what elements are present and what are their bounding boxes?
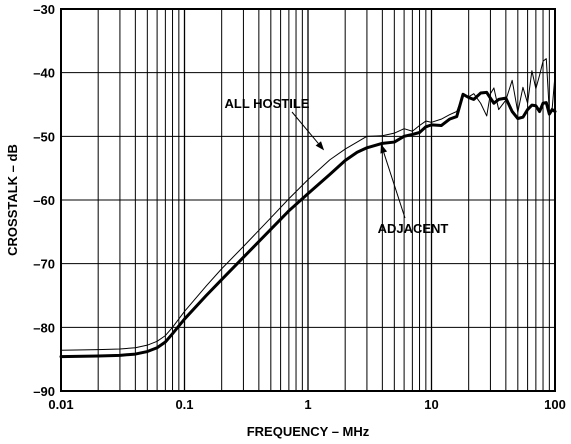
x-tick-label: 0.01 (48, 397, 73, 412)
series-line-all-hostile (60, 58, 556, 351)
y-tick-label: –80 (33, 320, 55, 335)
y-tick-label: –60 (33, 193, 55, 208)
y-tick-label: –40 (33, 66, 55, 81)
x-tick-label: 0.1 (175, 397, 193, 412)
y-axis-title: CROSSTALK – dB (5, 144, 20, 256)
annotation-adjacent: ADJACENT (378, 221, 449, 236)
x-tick-label: 1 (304, 397, 311, 412)
grid (60, 8, 555, 392)
annotation-all-hostile: ALL HOSTILE (225, 96, 310, 111)
y-tick-labels: –90 –80 –70 –60 –50 –40 –30 (33, 2, 55, 399)
y-tick-label: –90 (33, 384, 55, 399)
plot-frame (60, 8, 556, 392)
y-tick-label: –50 (33, 129, 55, 144)
x-tick-label: 10 (424, 397, 438, 412)
x-tick-labels: 0.01 0.1 1 10 100 (48, 397, 566, 412)
series-group (59, 58, 557, 359)
series-line-adjacent (59, 90, 557, 359)
annotation-all-hostile-arrowhead (315, 141, 325, 151)
annotation-adjacent-arrow (383, 152, 406, 219)
x-tick-label: 100 (544, 397, 566, 412)
annotation-adjacent-arrowhead (380, 143, 388, 154)
y-tick-label: –30 (33, 2, 55, 17)
annotation-all-hostile-arrow (291, 111, 319, 144)
y-tick-label: –70 (33, 257, 55, 272)
annotations: ALL HOSTILE ADJACENT (225, 96, 449, 236)
x-axis-title: FREQUENCY – MHz (247, 424, 370, 439)
